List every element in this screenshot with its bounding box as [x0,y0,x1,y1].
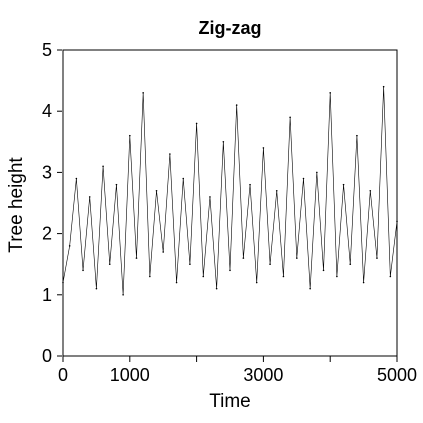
x-tick-label: 5000 [377,365,417,385]
trace-point [155,189,158,192]
trace-point [376,257,378,259]
trace-point [222,141,225,143]
trace-point [369,189,372,192]
y-tick-label: 5 [42,40,52,60]
series-layer [62,85,398,296]
trace-point [182,177,185,180]
trace-point [209,196,211,198]
trace-point [349,263,352,266]
trace-point [309,287,311,290]
y-tick-label: 3 [42,162,52,182]
y-tick-label: 2 [42,224,52,244]
trace-point [68,245,71,247]
trace-point [262,147,265,149]
y-tick-label: 4 [42,101,52,121]
trace-point [108,263,111,266]
trace-point [235,104,238,106]
trace-point [82,269,84,272]
trace-point [316,171,318,174]
trace-point [269,263,271,266]
trace-point [88,196,91,198]
trace-point [242,257,245,259]
trace-point [362,281,365,284]
trace-point [162,251,164,253]
trace-point [189,263,191,266]
plot-frame [62,49,398,357]
trace-point [249,183,251,186]
x-tick-label: 3000 [243,365,283,385]
y-axis: 0 1 2 3 4 5 [42,40,62,366]
trace-point [302,177,305,180]
trace-point [322,269,325,272]
trace-point [95,287,98,290]
trace-point [135,257,138,259]
x-axis-label: Time [209,391,251,412]
trace-point [149,275,151,278]
trace-point [195,122,198,125]
trace-point [356,134,358,137]
trace-point [169,153,171,155]
trace-point [122,294,124,296]
trace-point [175,281,178,284]
trace-point [62,281,64,284]
x-tick-label: 1000 [110,365,150,385]
trace-point [215,287,218,290]
trace-point [229,269,231,272]
y-tick-label: 0 [42,346,52,366]
trace-point [282,275,285,278]
trace-point [336,275,338,278]
trace-point [255,281,258,284]
y-tick-label: 1 [42,285,52,305]
trace-point [202,275,205,278]
y-axis-label: Tree height [6,157,27,253]
trace-point [142,92,144,94]
trace-point [342,183,345,186]
trace-point [289,116,291,119]
trace-point [382,85,385,88]
trace-point [129,134,131,137]
trace-point [275,189,278,192]
trace-point [102,165,104,168]
trace-point [296,257,298,259]
chart-title: Zig-zag [199,18,262,38]
tree-height-trace [62,86,398,295]
trace-point [75,177,78,180]
trace-point [389,275,392,278]
trace-point [396,220,398,223]
x-tick-label: 0 [58,365,68,385]
trace-point [115,183,118,186]
trace-point [329,92,332,94]
x-axis: 0 1000 3000 5000 [58,356,417,385]
